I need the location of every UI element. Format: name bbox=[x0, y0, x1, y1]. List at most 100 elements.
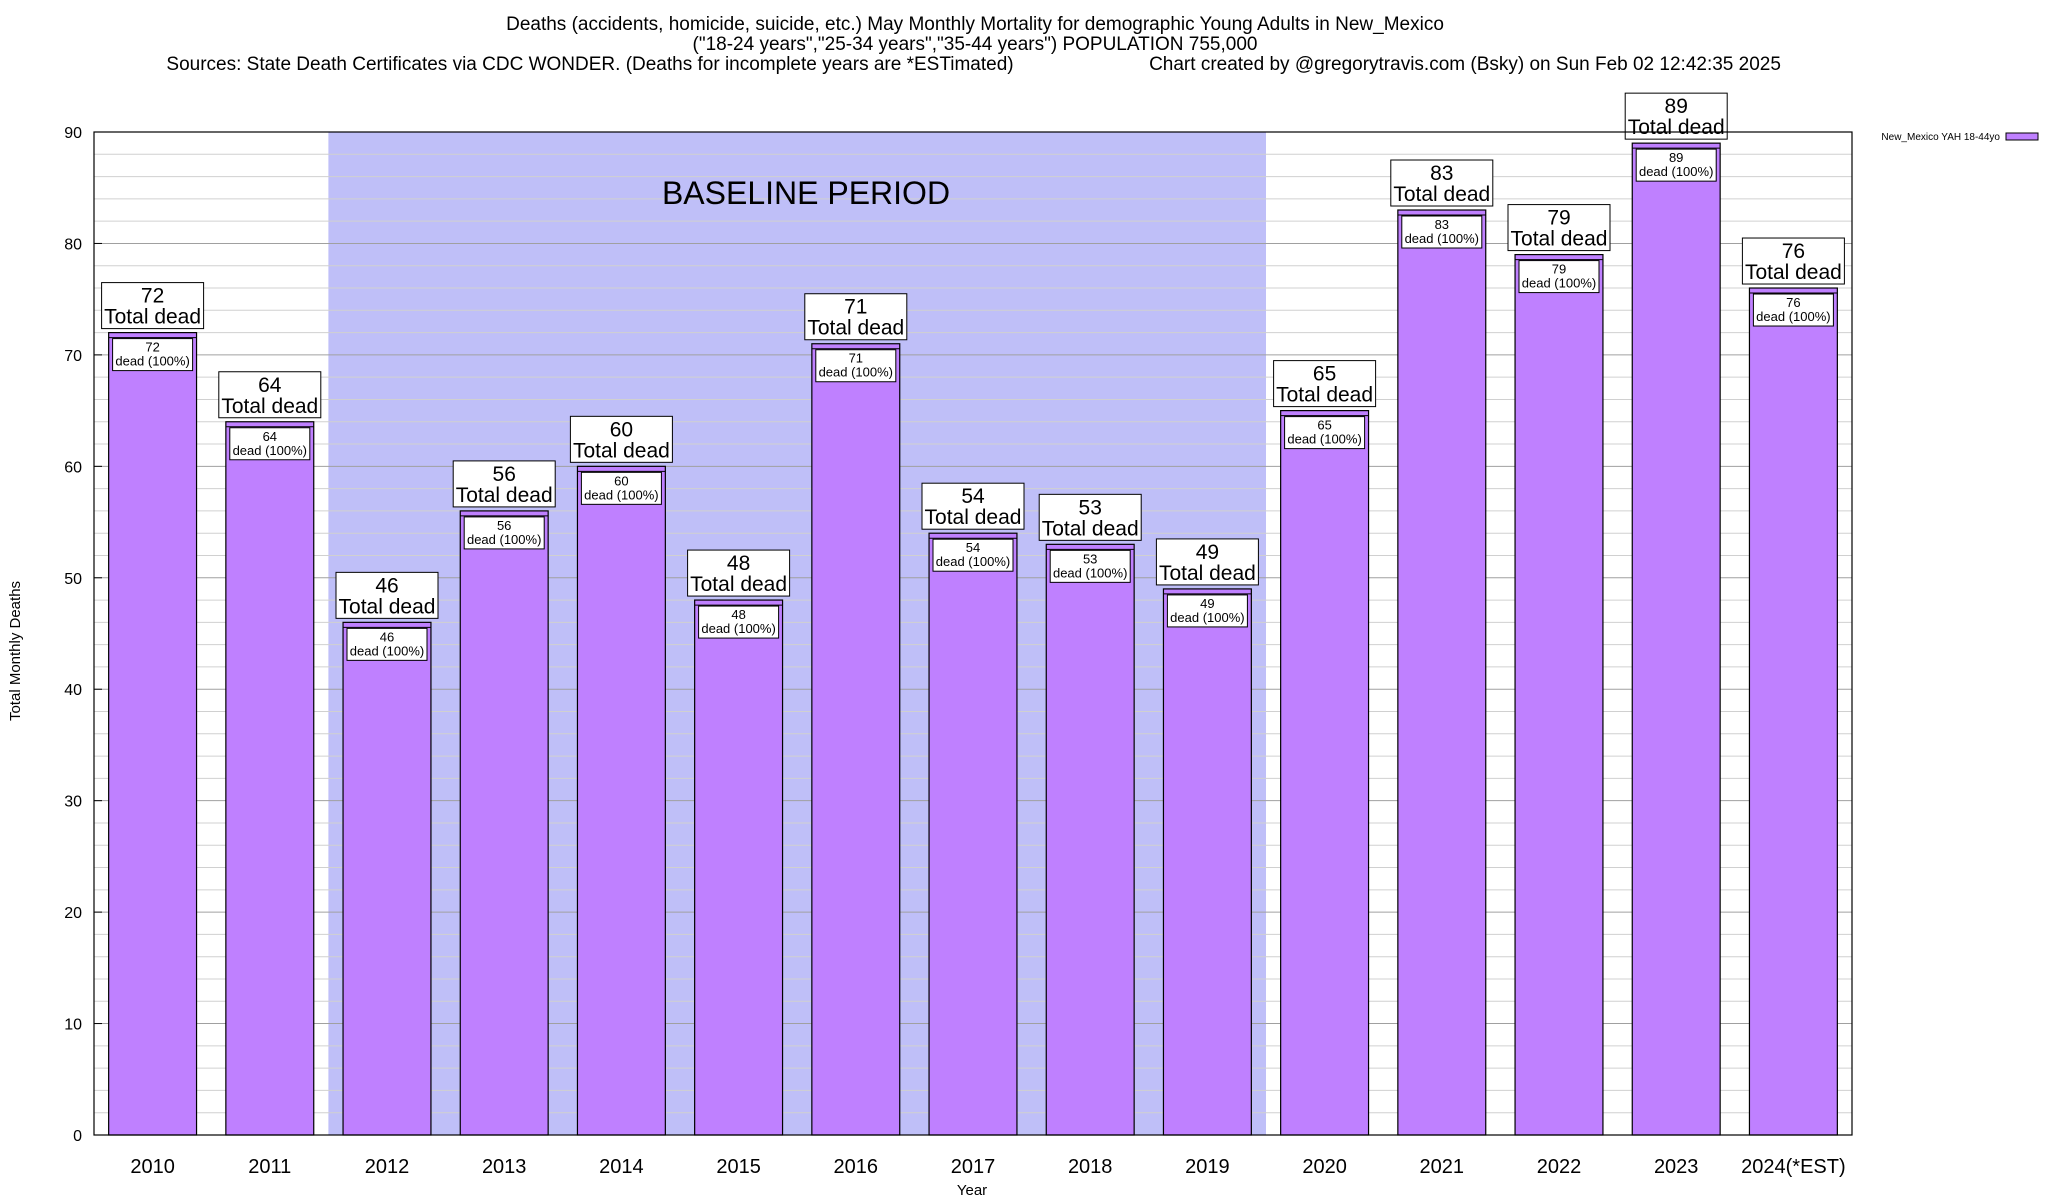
inner-label-dead: dead (100%) bbox=[1053, 565, 1127, 580]
inner-label-value: 60 bbox=[614, 473, 628, 488]
inner-label-box bbox=[580, 471, 662, 505]
bar-2022 bbox=[1514, 253, 1604, 1136]
total-label-value: 64 bbox=[258, 374, 282, 397]
total-label-box bbox=[921, 482, 1025, 530]
inner-label-box bbox=[932, 538, 1014, 572]
inner-label-box bbox=[1166, 594, 1248, 628]
y-tick-50: 50 bbox=[64, 571, 82, 588]
x-tick-2021: 2021 bbox=[1420, 1156, 1465, 1178]
total-label-box bbox=[569, 415, 673, 463]
inner-label-value: 76 bbox=[1786, 295, 1800, 310]
total-label-box bbox=[1038, 493, 1142, 541]
total-label-box bbox=[218, 371, 322, 419]
y-tick-20: 20 bbox=[64, 905, 82, 922]
baseline-period-label: BASELINE PERIOD bbox=[662, 175, 950, 211]
total-label-value: 65 bbox=[1313, 363, 1336, 386]
total-label-box bbox=[804, 293, 908, 341]
total-label-value: 53 bbox=[1079, 496, 1102, 519]
total-label-text: Total dead bbox=[690, 573, 787, 596]
legend-label: New_Mexico YAH 18-44yo bbox=[1881, 132, 2000, 143]
total-label-box bbox=[452, 460, 556, 508]
inner-label-dead: dead (100%) bbox=[1170, 610, 1244, 625]
bar-2024(*EST) bbox=[1748, 287, 1838, 1136]
chart-title-line-1: Deaths (accidents, homicide, suicide, et… bbox=[506, 14, 1444, 35]
chart-sources: Sources: State Death Certificates via CD… bbox=[166, 54, 1013, 75]
y-tick-10: 10 bbox=[64, 1017, 82, 1034]
total-label-value: 71 bbox=[844, 296, 867, 319]
total-label-text: Total dead bbox=[1159, 562, 1256, 585]
inner-label-value: 48 bbox=[731, 607, 745, 622]
plot-frame bbox=[93, 131, 1853, 1136]
total-label-value: 83 bbox=[1430, 162, 1453, 185]
total-label-text: Total dead bbox=[807, 317, 904, 340]
chart-title-line-2: ("18-24 years","25-34 years","35-44 year… bbox=[693, 34, 1258, 55]
y-tick-70: 70 bbox=[64, 348, 82, 365]
inner-label-dead: dead (100%) bbox=[1639, 164, 1713, 179]
total-label-value: 76 bbox=[1782, 240, 1805, 263]
total-label-text: Total dead bbox=[1745, 261, 1842, 284]
inner-label-box bbox=[698, 605, 780, 639]
inner-label-dead: dead (100%) bbox=[233, 443, 307, 458]
inner-label-dead: dead (100%) bbox=[1522, 276, 1596, 291]
total-label-text: Total dead bbox=[1042, 517, 1139, 540]
total-label-text: Total dead bbox=[925, 506, 1022, 529]
x-tick-2010: 2010 bbox=[130, 1156, 175, 1178]
total-label-value: 72 bbox=[141, 285, 164, 308]
inner-label-value: 65 bbox=[1317, 418, 1331, 433]
x-tick-2014: 2014 bbox=[599, 1156, 644, 1178]
bar-2021 bbox=[1397, 209, 1487, 1136]
inner-label-box bbox=[1049, 549, 1131, 583]
total-label-box bbox=[1273, 360, 1377, 408]
inner-label-box bbox=[463, 516, 545, 550]
total-label-value: 54 bbox=[961, 485, 985, 508]
inner-label-value: 71 bbox=[849, 351, 863, 366]
inner-label-value: 72 bbox=[145, 340, 159, 355]
total-label-text: Total dead bbox=[221, 395, 318, 418]
inner-label-box bbox=[1284, 416, 1366, 450]
total-label-box bbox=[1507, 204, 1611, 252]
total-label-value: 89 bbox=[1665, 95, 1688, 118]
total-label-value: 60 bbox=[610, 418, 633, 441]
inner-label-box bbox=[1401, 215, 1483, 249]
y-tick-30: 30 bbox=[64, 794, 82, 811]
y-axis-label: Total Monthly Deaths bbox=[7, 581, 24, 721]
axes-layer: 2010 2011 2012 2013 2014 2015 2016 2017 2018 2019… bbox=[64, 125, 1853, 1178]
inner-label-value: 49 bbox=[1200, 596, 1214, 611]
inner-label-dead: dead (100%) bbox=[115, 354, 189, 369]
total-label-box bbox=[1390, 159, 1494, 207]
total-label-box bbox=[101, 282, 205, 330]
total-label-box bbox=[1741, 237, 1845, 285]
x-tick-2015: 2015 bbox=[716, 1156, 761, 1178]
chart-credit: Chart created by @gregorytravis.com (Bsk… bbox=[1149, 54, 1781, 75]
total-label-value: 79 bbox=[1547, 207, 1570, 230]
bar-2013 bbox=[459, 510, 549, 1136]
legend-swatch bbox=[2005, 132, 2039, 141]
x-tick-2022: 2022 bbox=[1537, 1156, 1582, 1178]
total-label-text: Total dead bbox=[339, 595, 436, 618]
inner-label-dead: dead (100%) bbox=[1287, 432, 1361, 447]
y-tick-80: 80 bbox=[64, 236, 82, 253]
total-label-text: Total dead bbox=[104, 306, 201, 329]
total-label-text: Total dead bbox=[456, 484, 553, 507]
inner-label-dead: dead (100%) bbox=[819, 365, 893, 380]
x-tick-2017: 2017 bbox=[951, 1156, 996, 1178]
bar-2018 bbox=[1045, 543, 1135, 1136]
y-tick-90: 90 bbox=[64, 125, 82, 142]
bar-2012 bbox=[342, 621, 432, 1136]
inner-label-value: 83 bbox=[1435, 217, 1449, 232]
inner-label-value: 89 bbox=[1669, 150, 1683, 165]
bar-2016 bbox=[811, 343, 901, 1136]
inner-label-box bbox=[1635, 148, 1717, 182]
inner-label-dead: dead (100%) bbox=[467, 532, 541, 547]
x-tick-2018: 2018 bbox=[1068, 1156, 1113, 1178]
inner-label-dead: dead (100%) bbox=[936, 554, 1010, 569]
bar-2011 bbox=[225, 421, 315, 1136]
inner-label-dead: dead (100%) bbox=[350, 643, 424, 658]
total-label-value: 56 bbox=[493, 463, 516, 486]
y-tick-0: 0 bbox=[73, 1128, 82, 1145]
total-label-box bbox=[335, 571, 439, 619]
inner-label-dead: dead (100%) bbox=[701, 621, 775, 636]
y-tick-40: 40 bbox=[64, 682, 82, 699]
inner-label-box bbox=[1752, 293, 1834, 327]
